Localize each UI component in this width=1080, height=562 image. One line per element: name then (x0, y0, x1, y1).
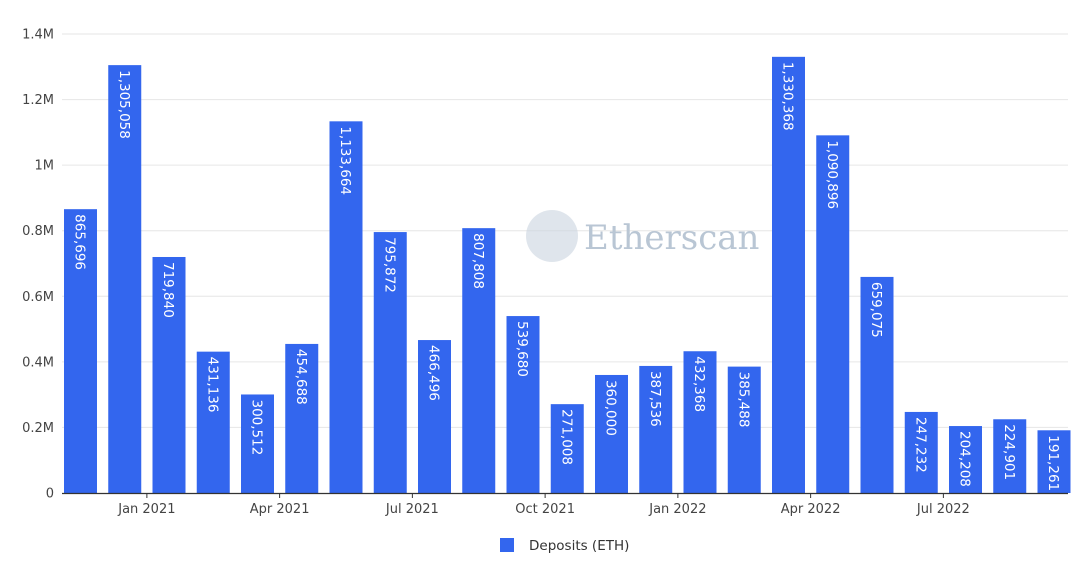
bar[interactable] (550, 404, 584, 493)
y-tick-label: 0.6M (22, 290, 54, 305)
bars (64, 56, 1071, 494)
bar[interactable] (462, 228, 496, 494)
y-axis-ticks: 0 0.2M 0.4M 0.6M 0.8M 1M 1.2M 1.4M (22, 28, 54, 502)
bar-value-label: 431,136 (204, 357, 220, 413)
x-tick-label: Apr 2021 (250, 502, 310, 517)
bar[interactable] (152, 256, 186, 493)
y-tick-label: 0.4M (22, 355, 54, 370)
bar-value-label: 865,696 (72, 214, 88, 270)
bar[interactable] (860, 276, 894, 493)
bar[interactable] (1037, 430, 1071, 493)
x-tick-label: Jan 2021 (117, 502, 175, 517)
bar[interactable] (904, 411, 938, 493)
bar-value-label: 807,808 (470, 233, 486, 289)
bar[interactable] (683, 351, 717, 493)
bar-value-label: 1,330,368 (780, 62, 796, 131)
bar-value-label: 360,000 (603, 380, 619, 436)
legend-label[interactable]: Deposits (ETH) (529, 538, 629, 554)
bar[interactable] (949, 426, 982, 493)
bar[interactable] (772, 56, 805, 494)
x-tick-label: Jul 2021 (385, 502, 439, 517)
bar[interactable] (196, 351, 230, 493)
x-tick-label: Oct 2021 (515, 502, 575, 517)
bar-value-label: 204,208 (957, 431, 973, 487)
bar-value-label: 191,261 (1045, 435, 1061, 491)
x-tick-label: Jul 2022 (916, 502, 970, 517)
bar-value-label: 271,008 (558, 409, 574, 465)
bar-value-label: 387,536 (647, 371, 663, 427)
bar-value-label: 454,688 (293, 349, 309, 405)
bar-value-label: 300,512 (249, 399, 265, 455)
bar-value-label: 385,488 (735, 372, 751, 428)
watermark-text: Etherscan (584, 218, 759, 258)
bar[interactable] (993, 419, 1027, 493)
bar[interactable] (241, 394, 274, 493)
y-tick-label: 0.2M (22, 421, 54, 436)
y-tick-label: 0.8M (22, 224, 54, 239)
bar[interactable] (595, 374, 628, 493)
bar-value-labels: 865,696 1,305,058 719,840 431,136 300,512 454… (72, 62, 1062, 491)
bar[interactable] (816, 135, 850, 493)
bar[interactable] (639, 365, 673, 493)
etherscan-watermark: Etherscan (526, 210, 759, 262)
bar-value-label: 659,075 (868, 282, 884, 338)
bar-value-label: 1,090,896 (824, 140, 840, 209)
bar[interactable] (418, 340, 451, 493)
bar-value-label: 795,872 (381, 237, 397, 293)
bar-value-label: 719,840 (160, 262, 176, 318)
bar-value-label: 1,133,664 (337, 126, 353, 195)
watermark-logo-icon (526, 210, 578, 262)
x-axis-ticks: Jan 2021 Apr 2021 Jul 2021 Oct 2021 Jan 2022… (117, 493, 970, 517)
bar-value-label: 432,368 (691, 356, 707, 412)
bar[interactable] (64, 209, 97, 493)
y-tick-label: 1.4M (22, 28, 54, 43)
bar[interactable] (506, 316, 540, 493)
bar-value-label: 224,901 (1001, 424, 1017, 480)
bar-value-label: 247,232 (912, 417, 928, 473)
bar[interactable] (329, 121, 363, 493)
legend[interactable]: Deposits (ETH) (500, 538, 629, 554)
y-tick-label: 1M (35, 159, 55, 174)
bar[interactable] (373, 232, 407, 493)
y-tick-label: 1.2M (22, 93, 54, 108)
bar[interactable] (108, 65, 142, 493)
y-tick-label: 0 (46, 487, 54, 502)
x-tick-label: Apr 2022 (781, 502, 841, 517)
x-tick-label: Jan 2022 (648, 502, 706, 517)
bar-value-label: 466,496 (426, 345, 442, 401)
bar[interactable] (285, 343, 319, 493)
bar-value-label: 1,305,058 (116, 70, 132, 139)
bar[interactable] (727, 366, 761, 493)
legend-swatch[interactable] (500, 538, 514, 552)
bar-value-label: 539,680 (514, 321, 530, 377)
